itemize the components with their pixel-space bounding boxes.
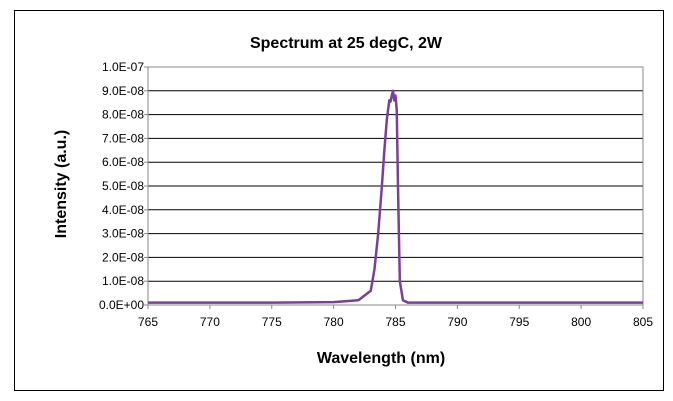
x-tick-label: 765 — [138, 315, 158, 329]
y-axis-label: Intensity (a.u.) — [53, 130, 70, 238]
y-tick-label: 6.0E-08 — [102, 155, 144, 169]
y-tick-label: 4.0E-08 — [102, 203, 144, 217]
y-tick-label: 8.0E-08 — [102, 108, 144, 122]
y-tick-label: 9.0E-08 — [102, 84, 144, 98]
spectrum-chart: Spectrum at 25 degC, 2W 0.0E+00 1.0E-08 2.… — [53, 35, 653, 367]
spectrum-series-line — [148, 89, 643, 304]
chart-title: Spectrum at 25 degC, 2W — [250, 35, 443, 52]
y-tick-label: 1.0E-07 — [102, 60, 144, 74]
x-tick-label: 800 — [571, 315, 591, 329]
x-tick-label: 770 — [200, 315, 220, 329]
x-axis-label: Wavelength (nm) — [317, 350, 445, 367]
x-tick-label: 795 — [509, 315, 529, 329]
chart-frame: Spectrum at 25 degC, 2W 0.0E+00 1.0E-08 2.… — [14, 10, 664, 391]
y-tick-label: 0.0E+00 — [99, 298, 144, 312]
x-tick-label: 805 — [633, 315, 653, 329]
x-tick-label: 775 — [262, 315, 282, 329]
y-tick-label: 2.0E-08 — [102, 250, 144, 264]
y-tick-label: 5.0E-08 — [102, 179, 144, 193]
x-tick-label: 790 — [447, 315, 467, 329]
x-tick-label: 785 — [385, 315, 405, 329]
x-tick-label: 780 — [324, 315, 344, 329]
y-tick-label: 3.0E-08 — [102, 227, 144, 241]
y-tick-label: 7.0E-08 — [102, 131, 144, 145]
y-tick-label: 1.0E-08 — [102, 274, 144, 288]
